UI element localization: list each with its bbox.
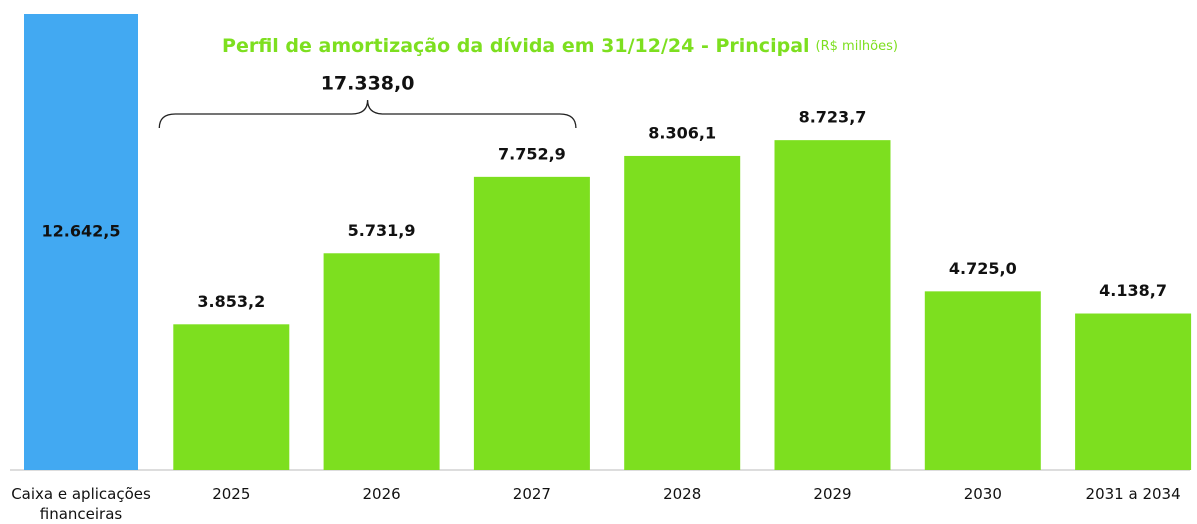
x-tick-label: 2031 a 2034 (1085, 485, 1181, 503)
value-label: 4.138,7 (1099, 281, 1167, 300)
x-tick-label: 2030 (963, 485, 1002, 503)
x-tick-label: 2026 (362, 485, 401, 503)
bar (1075, 313, 1192, 470)
bar (924, 291, 1041, 470)
value-label: 8.306,1 (648, 123, 716, 142)
bar (473, 176, 590, 470)
x-tick-label: 2025 (212, 485, 251, 503)
x-tick-label: Caixa e aplicações financeiras (11, 485, 151, 523)
value-label: 8.723,7 (799, 108, 867, 127)
bar (173, 324, 290, 470)
bar (323, 253, 440, 470)
chart-title: Perfil de amortização da dívida em 31/12… (222, 35, 810, 57)
chart-title-group: Perfil de amortização da dívida em 31/12… (222, 35, 898, 57)
bar (24, 14, 138, 470)
value-label: 5.731,9 (348, 221, 416, 240)
chart-subtitle: (R$ milhões) (816, 39, 898, 54)
bar (624, 155, 741, 470)
x-tick-label: 2027 (512, 485, 551, 503)
value-label: 4.725,0 (949, 259, 1017, 278)
x-tick-label: 2028 (663, 485, 702, 503)
value-label: 7.752,9 (498, 144, 566, 163)
bar (774, 140, 891, 470)
value-label: 3.853,2 (197, 292, 265, 311)
annotation: 17.338,0 (321, 73, 415, 95)
brace (158, 99, 577, 129)
value-label: 12.642,5 (42, 222, 121, 241)
x-tick-label: 2029 (813, 485, 852, 503)
